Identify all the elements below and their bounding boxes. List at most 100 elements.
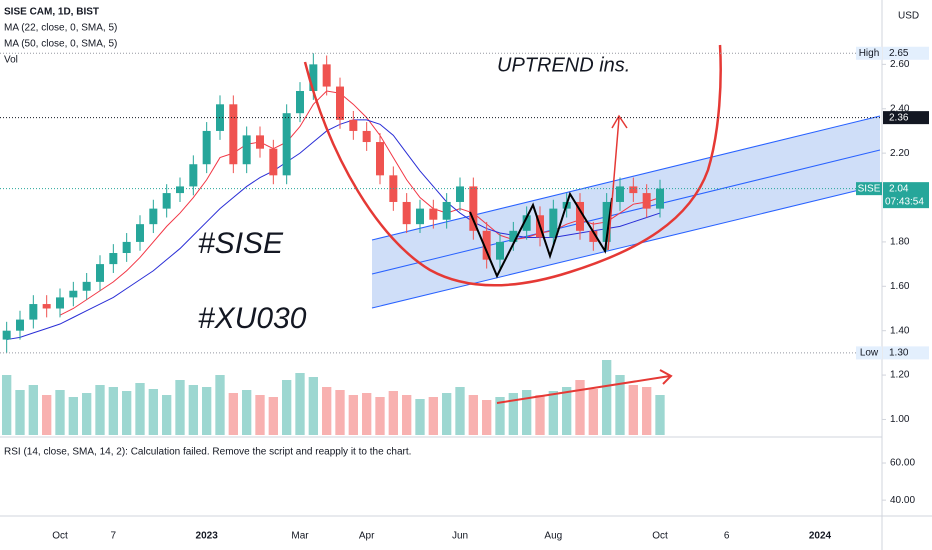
candle-body (109, 253, 118, 265)
candle-body (349, 119, 358, 131)
price-label-tag (856, 46, 882, 60)
volume-bar (202, 387, 212, 435)
volume-bar (495, 397, 505, 435)
volume-bar (188, 385, 198, 435)
cup-curve (303, 44, 722, 287)
y-tick-label: 2.40 (890, 103, 910, 114)
volume-bar (602, 360, 612, 435)
x-tick-label: Oct (652, 531, 668, 542)
volume-bar (388, 391, 398, 435)
volume-arrow (496, 375, 671, 404)
volume-bar (28, 385, 38, 435)
volume-bar (308, 377, 318, 435)
volume-bar (55, 390, 65, 435)
volume-bar (468, 395, 478, 435)
annotation: UPTREND ins. (497, 54, 630, 76)
volume-bar (628, 385, 638, 435)
price-tag (883, 111, 929, 125)
candle-body (589, 230, 598, 242)
candle-body (202, 130, 211, 165)
volume-bar (42, 395, 52, 435)
y-tick-label: 1.00 (890, 414, 910, 425)
volume-bar (575, 380, 585, 435)
price-label-tag (856, 346, 882, 360)
volume-bar (148, 389, 158, 435)
volume-bar (282, 380, 292, 435)
x-tick-label: Aug (544, 531, 562, 542)
volume-bar (242, 390, 252, 435)
candle-body (402, 201, 411, 225)
legend-entry: Vol (4, 55, 18, 66)
y-tick-label: 2.60 (890, 59, 910, 70)
price-label: Low (860, 348, 879, 359)
channel-top (371, 115, 881, 241)
volume-bar (322, 387, 332, 435)
x-tick-label: Apr (359, 531, 375, 542)
y-tick-label: 2.20 (890, 148, 910, 159)
price-tag (883, 46, 929, 60)
candle-body (629, 186, 638, 194)
candle-body (242, 135, 251, 165)
candle-body (69, 290, 78, 298)
volume-bar (375, 397, 385, 435)
volume-bar (442, 393, 452, 435)
price-tag (883, 346, 929, 360)
x-tick-label: Oct (52, 531, 68, 542)
x-tick-label: Mar (291, 531, 309, 542)
volume-bar (348, 395, 358, 435)
volume-bar (415, 399, 425, 435)
candle-body (136, 224, 144, 242)
price-value: 1.30 (889, 348, 909, 359)
candle-body (456, 186, 464, 202)
candle-body (122, 241, 131, 254)
currency: USD (898, 11, 919, 22)
volume-bar (122, 391, 132, 435)
arrow-head (659, 369, 673, 385)
volume-bar (335, 390, 345, 435)
candle-body (482, 230, 491, 260)
countdown: 07:43:54 (885, 196, 924, 207)
volume-bar (548, 391, 558, 435)
volume-bar (562, 387, 572, 435)
candle-body (149, 208, 158, 225)
candle-body (509, 230, 518, 242)
candle-body (416, 208, 424, 225)
candle-body (269, 148, 278, 176)
candle-body (616, 186, 624, 202)
candle-body (322, 64, 331, 87)
channel-mid (371, 149, 881, 275)
candle-body (56, 297, 64, 309)
volume-bar (255, 395, 265, 435)
price-tag (883, 182, 929, 209)
volume-bar (402, 395, 412, 435)
volume-bar (108, 387, 118, 435)
volume-bar (162, 395, 172, 435)
candle-body (176, 186, 184, 194)
volume-bar (615, 375, 625, 435)
candle-body (82, 281, 91, 291)
candle-body (229, 104, 238, 165)
candle-body (282, 113, 291, 176)
volume-bar (68, 397, 78, 435)
y-tick-label: 1.60 (890, 281, 910, 292)
price-value: 2.36 (889, 112, 909, 123)
candle-body (309, 64, 318, 91)
annotation: #XU030 (198, 302, 307, 335)
w-pattern (469, 191, 613, 279)
candle-body (469, 186, 478, 231)
candle-body (2, 330, 11, 340)
price-label: SISE (858, 183, 881, 194)
volume-bar (135, 383, 145, 435)
symbol: SISE CAM, 1D, BIST (4, 7, 99, 18)
volume-bar (655, 395, 665, 435)
candle-body (162, 193, 171, 209)
candle-body (376, 142, 384, 176)
candle-body (362, 130, 371, 143)
price-label-tag (856, 182, 882, 196)
volume-bar (482, 400, 492, 435)
volume-bar (535, 395, 545, 435)
candle-body (549, 208, 558, 238)
candle-body (189, 164, 198, 187)
x-tick-label: 2023 (196, 531, 219, 542)
